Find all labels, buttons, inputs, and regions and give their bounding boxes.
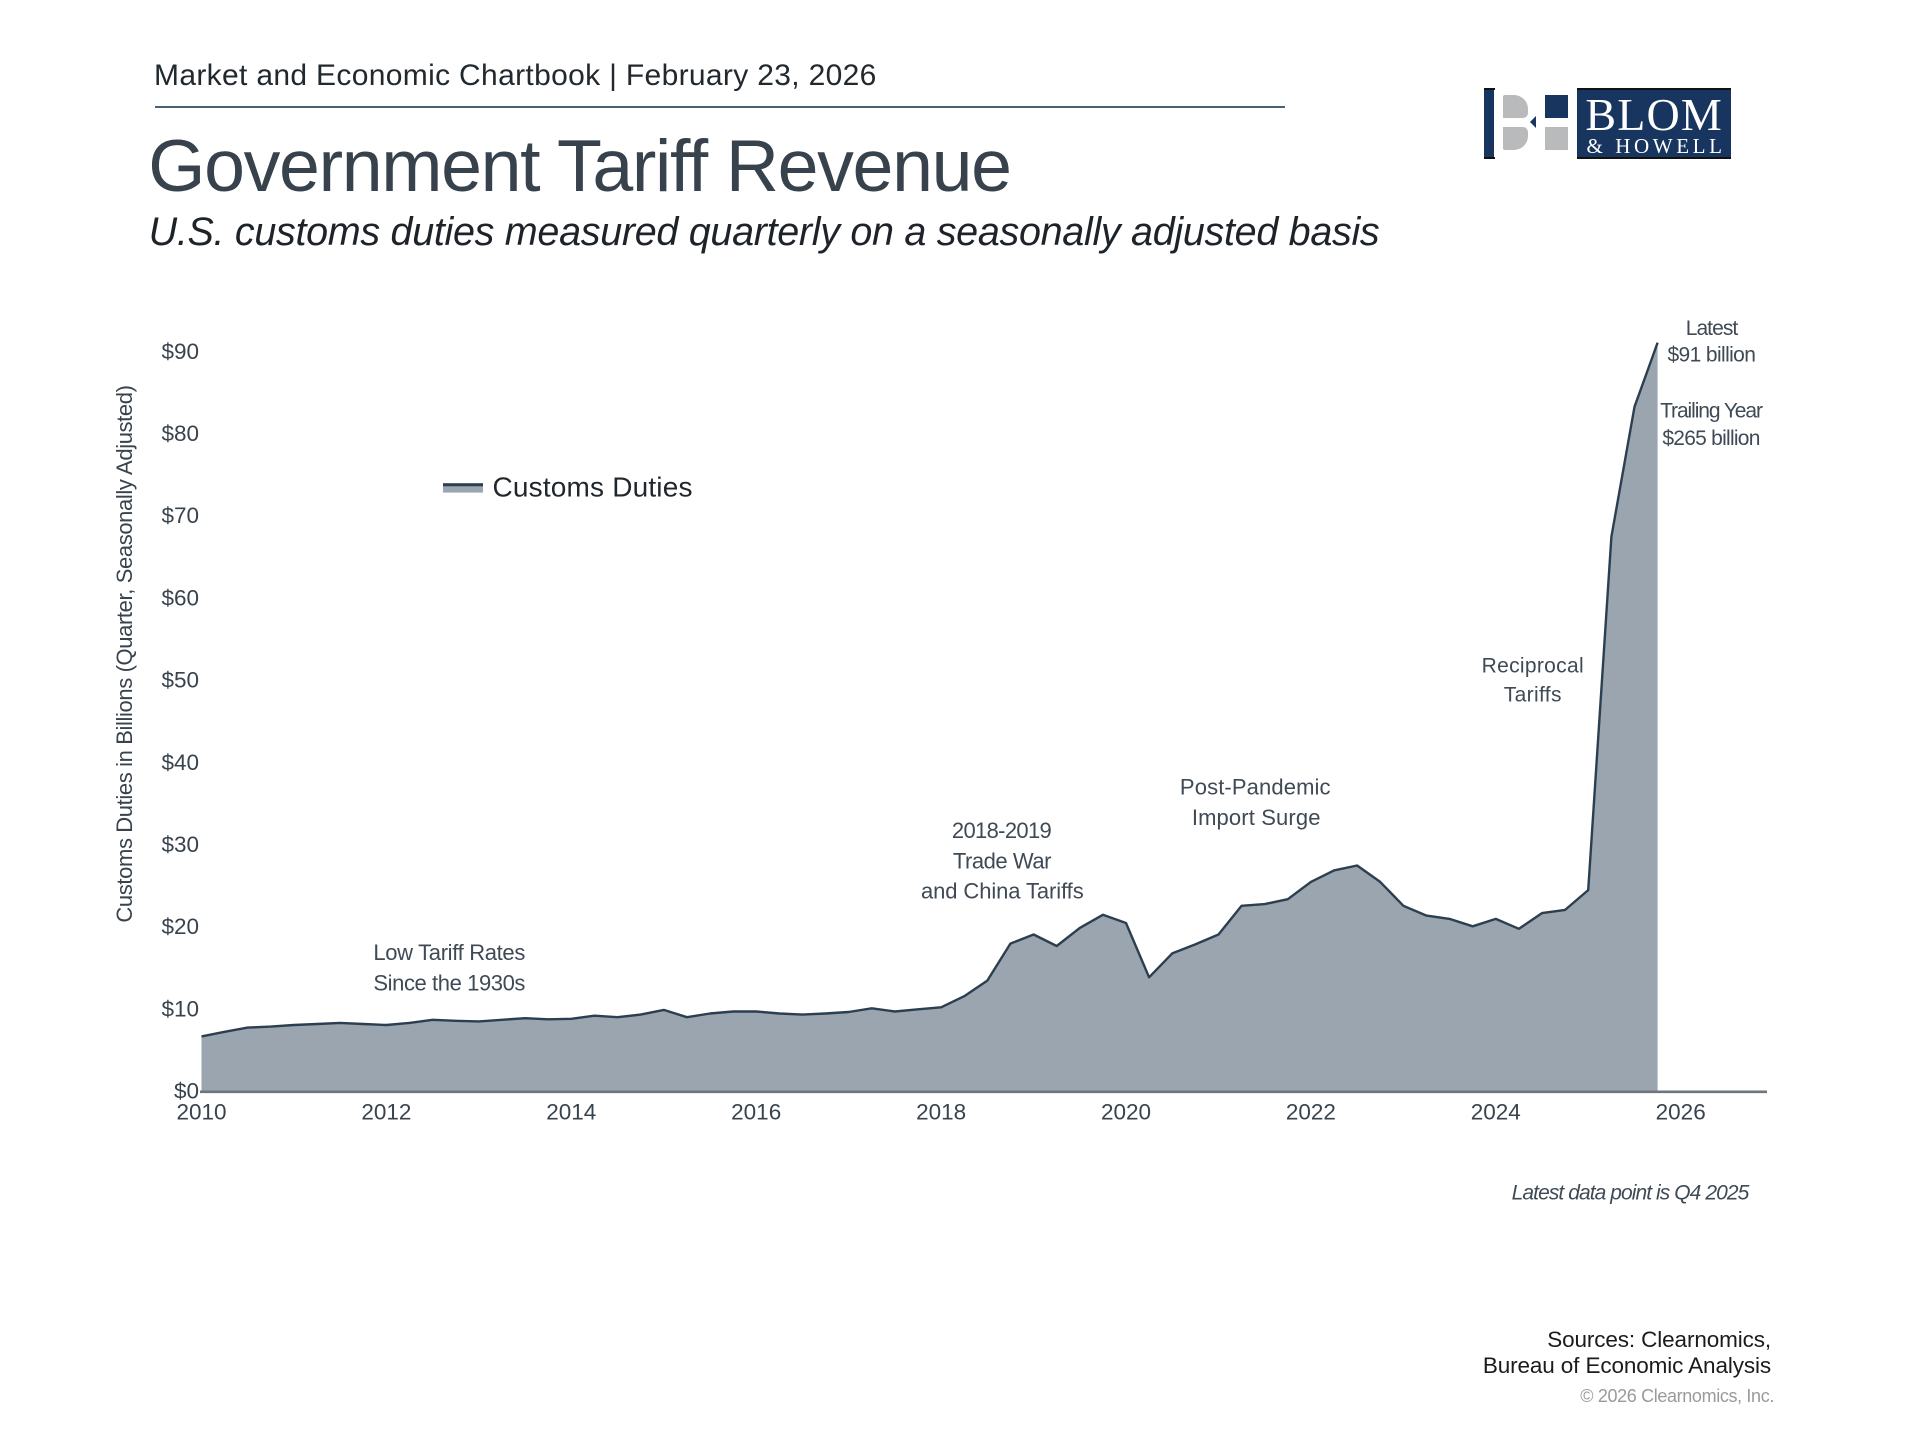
svg-text:2018: 2018 xyxy=(916,1100,966,1125)
svg-text:$50: $50 xyxy=(161,668,199,693)
svg-text:Since the 1930s: Since the 1930s xyxy=(373,970,525,995)
svg-text:$90: $90 xyxy=(161,339,199,364)
svg-text:Reciprocal: Reciprocal xyxy=(1482,655,1584,678)
svg-text:2024: 2024 xyxy=(1471,1100,1521,1125)
svg-text:$40: $40 xyxy=(161,750,199,775)
svg-text:Customs Duties in Billions (Qu: Customs Duties in Billions (Quarter, Sea… xyxy=(112,385,137,922)
svg-text:Latest data point is Q4 2025: Latest data point is Q4 2025 xyxy=(1512,1182,1750,1205)
svg-text:and China Tariffs: and China Tariffs xyxy=(921,879,1084,904)
svg-text:2018-2019: 2018-2019 xyxy=(952,818,1052,843)
svg-text:Post-Pandemic: Post-Pandemic xyxy=(1180,775,1331,800)
svg-text:Import Surge: Import Surge xyxy=(1192,805,1321,830)
svg-text:2014: 2014 xyxy=(546,1100,596,1125)
svg-text:Tariffs: Tariffs xyxy=(1504,684,1562,707)
svg-text:Trailing Year: Trailing Year xyxy=(1660,399,1763,422)
svg-text:$70: $70 xyxy=(161,503,199,528)
svg-text:2020: 2020 xyxy=(1101,1100,1151,1125)
svg-text:$30: $30 xyxy=(161,832,199,857)
svg-text:2016: 2016 xyxy=(731,1100,781,1125)
svg-text:$265 billion: $265 billion xyxy=(1662,427,1759,450)
svg-text:$80: $80 xyxy=(161,421,199,446)
svg-text:Low Tariff Rates: Low Tariff Rates xyxy=(373,940,525,965)
svg-text:Latest: Latest xyxy=(1686,317,1739,340)
svg-text:2012: 2012 xyxy=(361,1100,411,1125)
svg-text:$10: $10 xyxy=(161,996,199,1021)
svg-text:$20: $20 xyxy=(161,914,199,939)
svg-text:$91 billion: $91 billion xyxy=(1667,344,1755,367)
svg-text:Customs Duties: Customs Duties xyxy=(493,471,693,502)
svg-text:Trade War: Trade War xyxy=(953,848,1051,873)
svg-text:2010: 2010 xyxy=(176,1100,226,1125)
svg-text:$60: $60 xyxy=(161,585,199,610)
svg-text:$0: $0 xyxy=(174,1079,199,1104)
svg-text:2026: 2026 xyxy=(1656,1100,1706,1125)
svg-text:2022: 2022 xyxy=(1286,1100,1336,1125)
